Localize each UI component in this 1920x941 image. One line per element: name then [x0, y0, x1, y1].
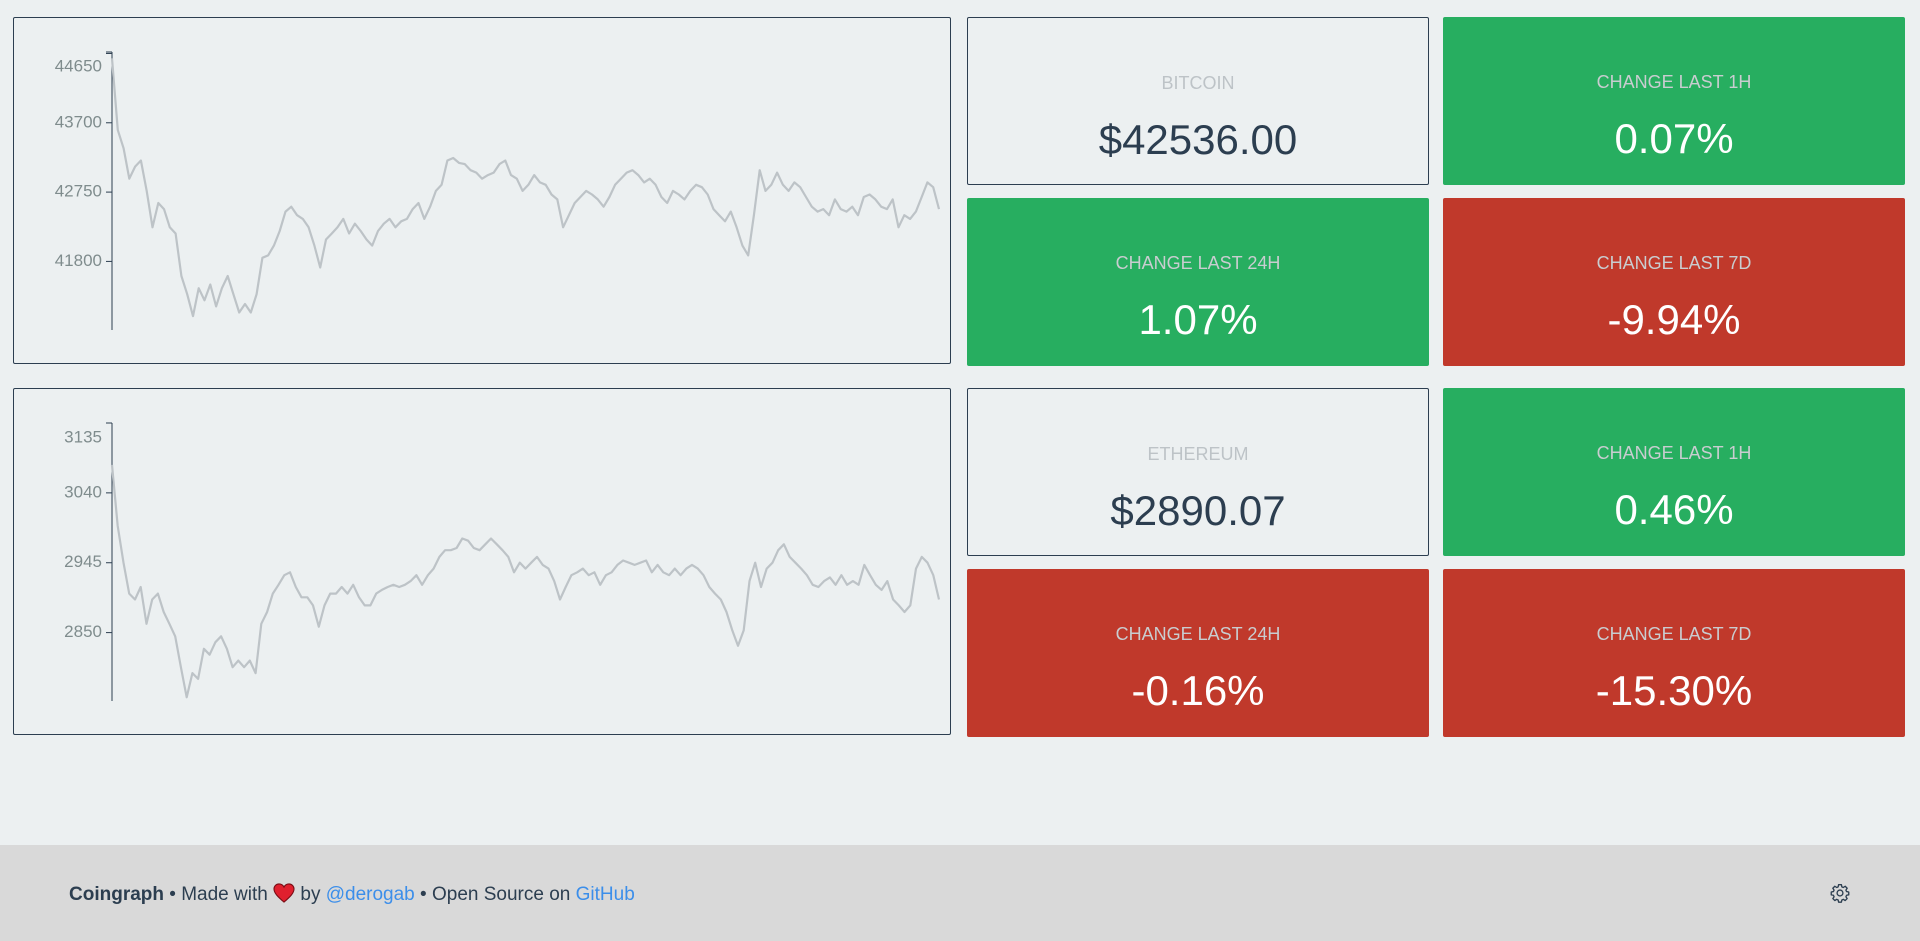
card-label: CHANGE LAST 7D	[1596, 624, 1752, 644]
y-tick-label: 44650	[55, 56, 102, 75]
stat-card: ETHEREUM $2890.07	[967, 388, 1429, 556]
stat-card: BITCOIN $42536.00	[967, 17, 1429, 185]
brand: Coingraph	[69, 884, 164, 905]
y-tick-label: 42750	[55, 182, 102, 201]
card-label: CHANGE LAST 24H	[1115, 624, 1281, 644]
card-label: CHANGE LAST 1H	[1596, 443, 1752, 463]
card-value: $2890.07	[1110, 487, 1286, 534]
chart: 44650 43700 42750 41800	[55, 51, 941, 330]
settings-icon[interactable]	[1830, 883, 1850, 903]
stat-card: CHANGE LAST 1H 0.46%	[1443, 388, 1905, 556]
card-value: -9.94%	[1607, 296, 1741, 343]
y-tick-label: 41800	[55, 251, 102, 270]
chart-panel: 3135 3040 2945 2850	[13, 388, 951, 735]
by: by	[300, 884, 321, 905]
card-label: CHANGE LAST 1H	[1596, 72, 1752, 92]
card-value: 1.07%	[1138, 296, 1258, 343]
author-link[interactable]: @derogab	[325, 884, 415, 905]
card-value: -0.16%	[1131, 667, 1265, 714]
y-tick-label: 43700	[55, 112, 102, 131]
stat-card: CHANGE LAST 24H -0.16%	[967, 569, 1429, 737]
price-line	[110, 58, 941, 318]
heart-icon	[273, 883, 295, 903]
footer: Coingraph • Made with by @derogab • Open…	[0, 845, 1920, 941]
stat-card: CHANGE LAST 7D -9.94%	[1443, 198, 1905, 366]
card-value: -15.30%	[1595, 667, 1753, 714]
chart: 3135 3040 2945 2850	[64, 422, 941, 701]
github-link[interactable]: GitHub	[575, 884, 635, 905]
card-value: 0.46%	[1614, 486, 1734, 533]
stat-card: CHANGE LAST 1H 0.07%	[1443, 17, 1905, 185]
y-tick-label: 3135	[64, 427, 102, 446]
stat-card: CHANGE LAST 24H 1.07%	[967, 198, 1429, 366]
y-tick-label: 2850	[64, 622, 102, 641]
card-label: ETHEREUM	[1147, 444, 1249, 464]
footer-text: Coingraph • Made with by @derogab • Open…	[69, 883, 635, 906]
y-tick-label: 3040	[64, 482, 102, 501]
price-line	[110, 464, 941, 699]
card-label: CHANGE LAST 24H	[1115, 253, 1281, 273]
open-source: • Open Source on	[420, 884, 571, 905]
card-value: 0.07%	[1614, 115, 1734, 162]
card-label: BITCOIN	[1161, 73, 1235, 93]
chart-panel: 44650 43700 42750 41800	[13, 17, 951, 364]
stat-card: CHANGE LAST 7D -15.30%	[1443, 569, 1905, 737]
made-with: • Made with	[169, 884, 268, 905]
card-value: $42536.00	[1098, 116, 1298, 163]
card-label: CHANGE LAST 7D	[1596, 253, 1752, 273]
y-tick-label: 2945	[64, 552, 102, 571]
